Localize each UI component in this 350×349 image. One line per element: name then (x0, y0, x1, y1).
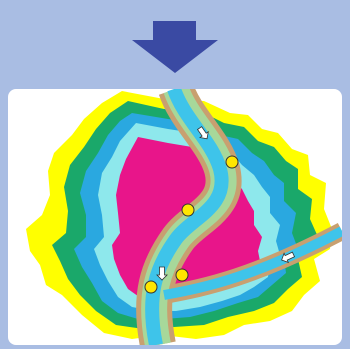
marker-point (181, 203, 195, 217)
flood-zone-diagram (26, 89, 342, 345)
map-panel (8, 89, 342, 345)
flow-arrow-icon (156, 266, 168, 281)
river-tributary-water (163, 226, 342, 300)
down-arrow-icon (132, 21, 218, 73)
flow-arrow-icon (281, 251, 296, 264)
flow-arrow-icon (196, 126, 209, 140)
marker-point (144, 280, 158, 294)
marker-point (225, 155, 239, 169)
marker-point (175, 268, 189, 282)
